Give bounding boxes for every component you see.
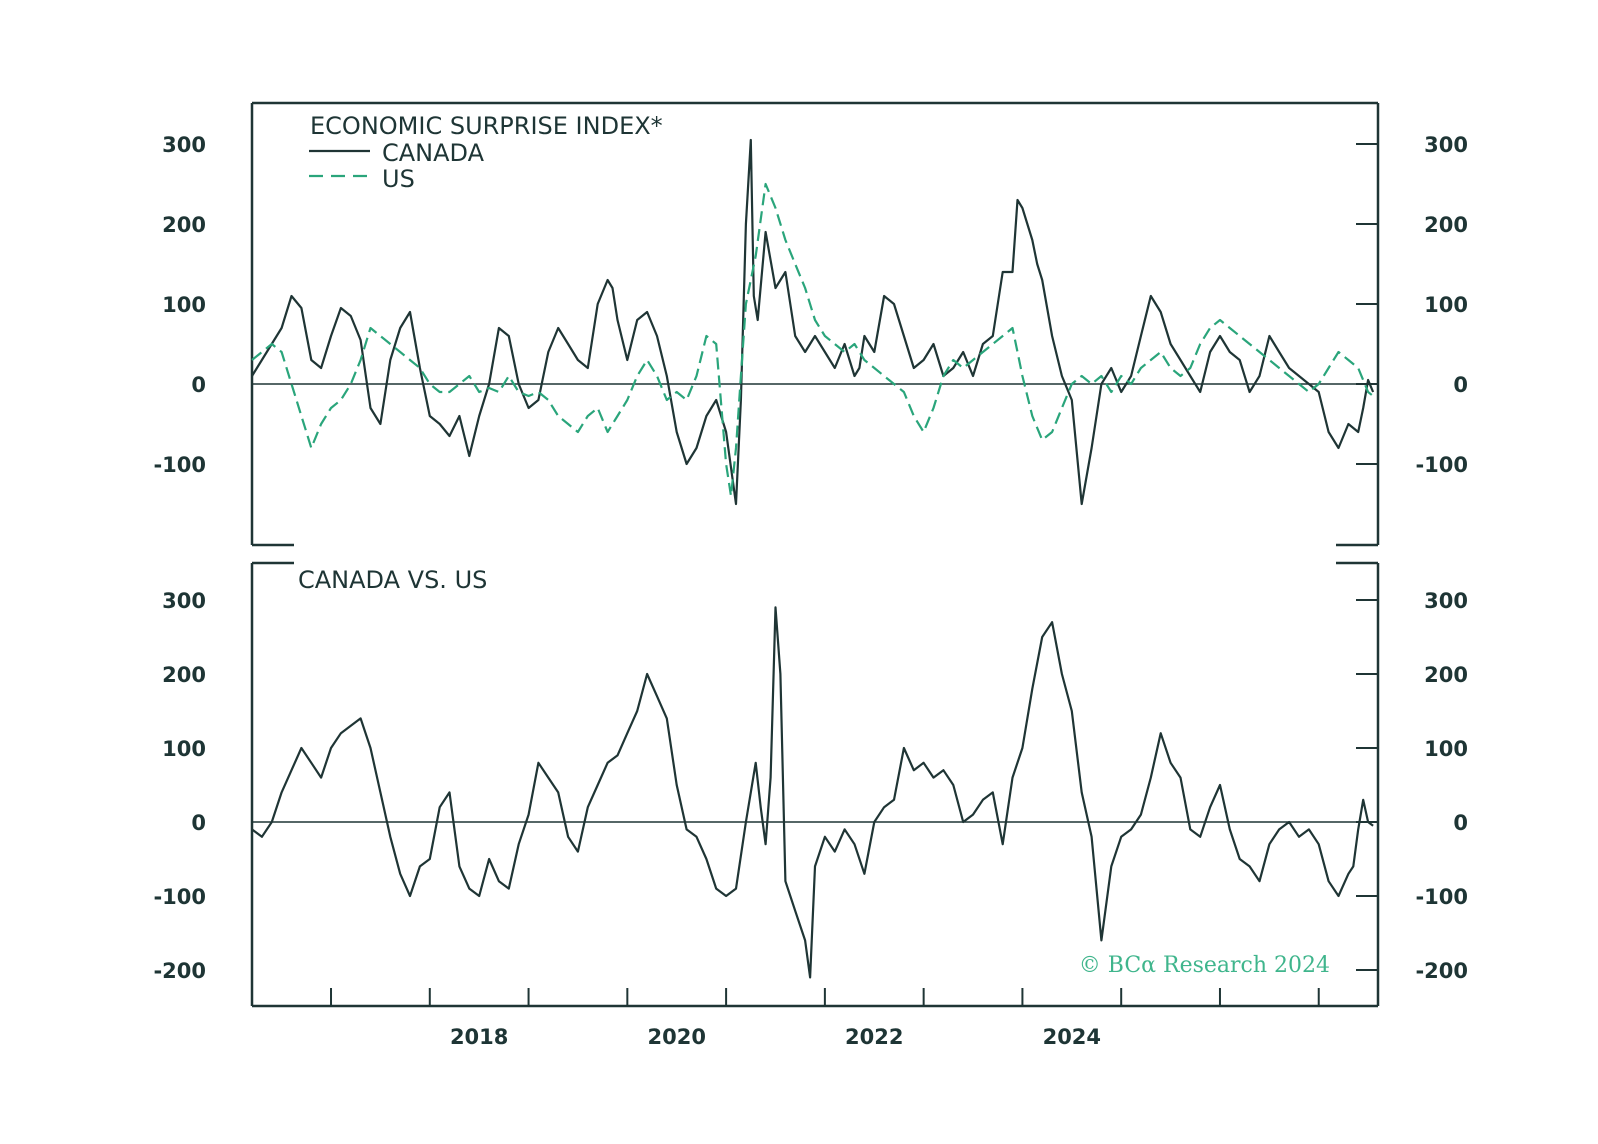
y-tick-label-left: -100 bbox=[153, 885, 206, 909]
y-tick-label-left: 100 bbox=[162, 737, 206, 761]
y-tick-label-right: 300 bbox=[1424, 589, 1468, 613]
y-tick-label-right: 0 bbox=[1453, 811, 1468, 835]
legend-label-us: US bbox=[382, 165, 415, 193]
x-tick-label: 2018 bbox=[450, 1025, 508, 1049]
y-tick-label-right: 300 bbox=[1424, 133, 1468, 157]
y-tick-label-right: -200 bbox=[1415, 959, 1468, 983]
series-line-canada bbox=[251, 138, 1375, 506]
series-line-canada-vs-us bbox=[251, 606, 1374, 979]
x-tick-label: 2020 bbox=[647, 1025, 705, 1049]
y-tick-label-left: 200 bbox=[162, 663, 206, 687]
y-tick-label-right: 100 bbox=[1424, 293, 1468, 317]
y-tick-label-left: -200 bbox=[153, 959, 206, 983]
series-line-us bbox=[251, 182, 1374, 498]
chart-title: CANADA VS. US bbox=[298, 566, 487, 594]
panel-canada-vs-us: 300 300 200 200 100 100 0 0 -100 -100 -200 -200 CANA… bbox=[153, 561, 1468, 1049]
panel-economic-surprise: 300 300 200 200 100 100 0 0 -100 -100 ECONOMIC SUR… bbox=[153, 101, 1468, 547]
y-tick-label-right: 200 bbox=[1424, 663, 1468, 687]
y-tick-label-right: -100 bbox=[1415, 885, 1468, 909]
y-tick-label-right: -100 bbox=[1415, 453, 1468, 477]
y-tick-label-left: -100 bbox=[153, 453, 206, 477]
x-tick-label: 2022 bbox=[845, 1025, 903, 1049]
y-tick-label-right: 0 bbox=[1453, 373, 1468, 397]
y-tick-label-right: 200 bbox=[1424, 213, 1468, 237]
y-tick-label-left: 300 bbox=[162, 133, 206, 157]
y-tick-label-right: 100 bbox=[1424, 737, 1468, 761]
y-tick-label-left: 100 bbox=[162, 293, 206, 317]
copyright-text: © BCα Research 2024 bbox=[1079, 953, 1330, 978]
y-tick-label-left: 0 bbox=[191, 811, 206, 835]
y-tick-label-left: 300 bbox=[162, 589, 206, 613]
y-tick-label-left: 200 bbox=[162, 213, 206, 237]
x-tick-label: 2024 bbox=[1043, 1025, 1101, 1049]
y-tick-label-left: 0 bbox=[191, 373, 206, 397]
chart-title: ECONOMIC SURPRISE INDEX* bbox=[310, 112, 663, 140]
legend-label-canada: CANADA bbox=[382, 139, 485, 167]
